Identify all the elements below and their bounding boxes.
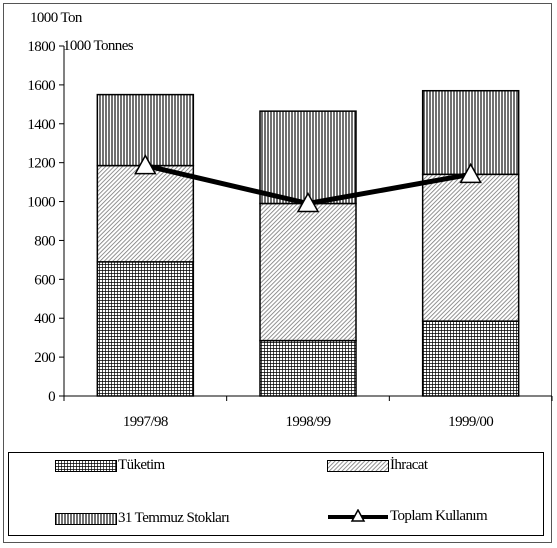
line-marker (134, 154, 157, 175)
bar-segment (259, 202, 357, 342)
y-tick-label: 1200 (27, 156, 55, 172)
y-tick-label: 0 (48, 389, 55, 405)
legend-swatch-grid (55, 459, 117, 472)
y-tick-label: 1000 (27, 195, 55, 211)
legend-item-tuketim: Tüketim (55, 457, 165, 474)
legend-swatch-vertical (55, 512, 117, 525)
x-tick-label: 1998/99 (286, 414, 331, 430)
bar-segment (96, 261, 195, 397)
x-tick-label: 1997/98 (123, 414, 168, 430)
bar-segment (96, 93, 195, 167)
y-tick-label: 800 (34, 233, 55, 249)
line-marker (459, 162, 482, 184)
bar-segment (421, 173, 520, 322)
bar-segment (421, 89, 520, 176)
legend-label-tuketim: Tüketim (118, 457, 165, 473)
legend-item-toplam: Toplam Kullanım (327, 508, 488, 525)
bar-segment (96, 164, 195, 263)
legend-label-stoklar: 31 Temmuz Stokları (118, 510, 230, 526)
unit-label-tonnes: 1000 Tonnes (63, 38, 134, 54)
y-tick-label: 1400 (27, 117, 55, 133)
legend-item-stoklar: 31 Temmuz Stokları (55, 510, 230, 527)
y-tick-label: 600 (34, 272, 55, 288)
legend-item-ihracat: İhracat (327, 457, 428, 474)
y-tick-label: 1600 (27, 78, 55, 94)
unit-label-ton: 1000 Ton (30, 10, 82, 26)
bar-segment (421, 320, 520, 397)
y-tick-label: 400 (34, 311, 55, 327)
legend-label-ihracat: İhracat (390, 457, 428, 473)
y-tick-label: 200 (34, 350, 55, 366)
legend-label-toplam: Toplam Kullanım (390, 508, 488, 524)
x-tick-label: 1999/00 (448, 414, 493, 430)
legend-swatch-diagonal (327, 459, 389, 472)
legend-swatch-line (328, 508, 388, 522)
bar-segment (259, 339, 357, 397)
legend: Tüketim İhracat 31 Temmuz Stokları Topla… (8, 452, 544, 536)
line-marker (296, 191, 320, 213)
y-tick-label: 1800 (27, 39, 55, 55)
bar-segment (259, 110, 357, 205)
stacked-bar-chart: 0 200 400 600 800 1000 1200 1400 1600 1800 1997/98… (27, 39, 553, 430)
chart-frame (3, 3, 552, 543)
